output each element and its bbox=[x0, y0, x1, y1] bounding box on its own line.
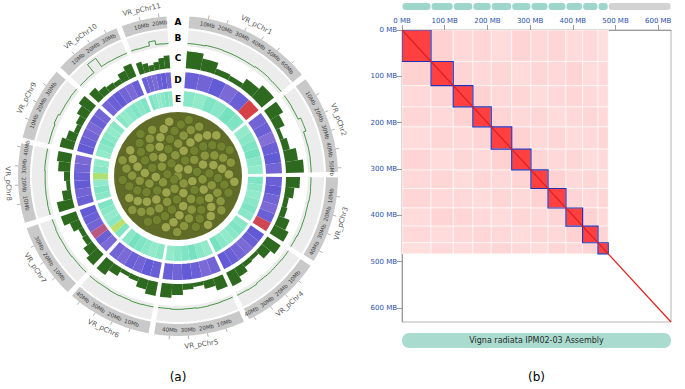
svg-text:10Mb: 10Mb bbox=[28, 113, 39, 130]
svg-text:VR_pChr3: VR_pChr3 bbox=[333, 206, 350, 241]
svg-text:40Mb: 40Mb bbox=[308, 240, 321, 257]
svg-text:400 MB: 400 MB bbox=[371, 211, 398, 219]
svg-text:30Mb: 30Mb bbox=[321, 124, 331, 141]
svg-text:VR_pChr2: VR_pChr2 bbox=[329, 102, 348, 137]
svg-text:100 MB: 100 MB bbox=[371, 72, 398, 80]
svg-text:20Mb: 20Mb bbox=[35, 96, 48, 113]
svg-text:500 MB: 500 MB bbox=[371, 258, 398, 266]
svg-text:0 MB: 0 MB bbox=[379, 26, 397, 34]
svg-text:30Mb: 30Mb bbox=[33, 235, 45, 252]
svg-text:10Mb: 10Mb bbox=[287, 269, 302, 285]
svg-text:E: E bbox=[175, 94, 181, 104]
svg-text:50Mb: 50Mb bbox=[266, 48, 282, 62]
svg-text:VR_pChr1: VR_pChr1 bbox=[239, 14, 273, 37]
svg-text:10Mb: 10Mb bbox=[133, 22, 150, 32]
svg-text:40Mb: 40Mb bbox=[243, 305, 260, 318]
svg-text:20Mb: 20Mb bbox=[322, 205, 332, 222]
svg-text:600 MB: 600 MB bbox=[371, 304, 398, 312]
svg-text:VR_pChr10: VR_pChr10 bbox=[62, 22, 98, 51]
svg-text:10Mb: 10Mb bbox=[199, 20, 216, 29]
svg-text:200 MB: 200 MB bbox=[474, 17, 501, 25]
svg-text:20Mb: 20Mb bbox=[152, 19, 168, 27]
svg-text:10Mb: 10Mb bbox=[52, 266, 67, 282]
svg-text:500 MB: 500 MB bbox=[602, 17, 629, 25]
svg-text:40Mb: 40Mb bbox=[22, 140, 31, 157]
svg-text:10Mb: 10Mb bbox=[70, 51, 86, 66]
svg-text:D: D bbox=[174, 75, 181, 85]
svg-text:10Mb: 10Mb bbox=[327, 187, 335, 203]
svg-text:20Mb: 20Mb bbox=[217, 24, 234, 35]
svg-text:20Mb: 20Mb bbox=[42, 251, 56, 267]
svg-text:100 MB: 100 MB bbox=[431, 17, 458, 25]
svg-text:30Mb: 30Mb bbox=[21, 158, 28, 174]
svg-text:20Mb: 20Mb bbox=[274, 282, 290, 297]
svg-text:VR_pChr5: VR_pChr5 bbox=[184, 338, 219, 351]
svg-text:20Mb: 20Mb bbox=[21, 177, 28, 193]
svg-text:C: C bbox=[175, 53, 182, 63]
svg-text:30Mb: 30Mb bbox=[259, 295, 275, 309]
svg-text:30Mb: 30Mb bbox=[101, 32, 118, 44]
svg-text:0 MB: 0 MB bbox=[393, 17, 411, 25]
svg-text:40Mb: 40Mb bbox=[75, 290, 91, 304]
svg-text:(a): (a) bbox=[170, 370, 187, 384]
svg-text:20Mb: 20Mb bbox=[313, 106, 325, 123]
svg-text:300 MB: 300 MB bbox=[371, 165, 398, 173]
svg-text:40Mb: 40Mb bbox=[251, 38, 268, 51]
svg-text:10Mb: 10Mb bbox=[22, 195, 31, 212]
svg-text:30Mb: 30Mb bbox=[44, 80, 58, 96]
svg-text:40Mb: 40Mb bbox=[326, 142, 335, 159]
svg-text:VR_pChr11: VR_pChr11 bbox=[122, 2, 162, 18]
svg-text:200 MB: 200 MB bbox=[371, 119, 398, 127]
svg-text:A: A bbox=[175, 17, 182, 27]
svg-text:10Mb: 10Mb bbox=[304, 90, 317, 107]
svg-text:(b): (b) bbox=[528, 370, 545, 384]
svg-text:30Mb: 30Mb bbox=[180, 326, 196, 333]
svg-text:10Mb: 10Mb bbox=[124, 318, 141, 328]
svg-text:30Mb: 30Mb bbox=[90, 301, 107, 314]
svg-text:20Mb: 20Mb bbox=[106, 310, 123, 322]
svg-text:B: B bbox=[175, 33, 182, 43]
svg-text:600 MB: 600 MB bbox=[645, 17, 672, 25]
svg-text:VR_pChr8: VR_pChr8 bbox=[3, 166, 13, 201]
svg-text:10Mb: 10Mb bbox=[216, 318, 233, 328]
svg-text:VR_pChr7: VR_pChr7 bbox=[22, 251, 47, 284]
svg-text:VR_pChr6: VR_pChr6 bbox=[86, 318, 120, 340]
svg-text:40Mb: 40Mb bbox=[162, 326, 178, 333]
svg-text:60Mb: 60Mb bbox=[280, 60, 295, 75]
svg-text:VR_pChr4: VR_pChr4 bbox=[274, 289, 305, 318]
svg-text:30Mb: 30Mb bbox=[234, 30, 251, 42]
svg-text:300 MB: 300 MB bbox=[517, 17, 544, 25]
svg-text:30Mb: 30Mb bbox=[316, 223, 327, 240]
svg-text:VR_pChr9: VR_pChr9 bbox=[15, 81, 38, 115]
svg-text:400 MB: 400 MB bbox=[560, 17, 587, 25]
svg-text:Vigna radiata IPM02-03 Assembl: Vigna radiata IPM02-03 Assembly bbox=[469, 336, 604, 345]
svg-text:20Mb: 20Mb bbox=[85, 41, 101, 55]
svg-text:50Mb: 50Mb bbox=[328, 160, 335, 176]
svg-text:20Mb: 20Mb bbox=[198, 323, 215, 332]
